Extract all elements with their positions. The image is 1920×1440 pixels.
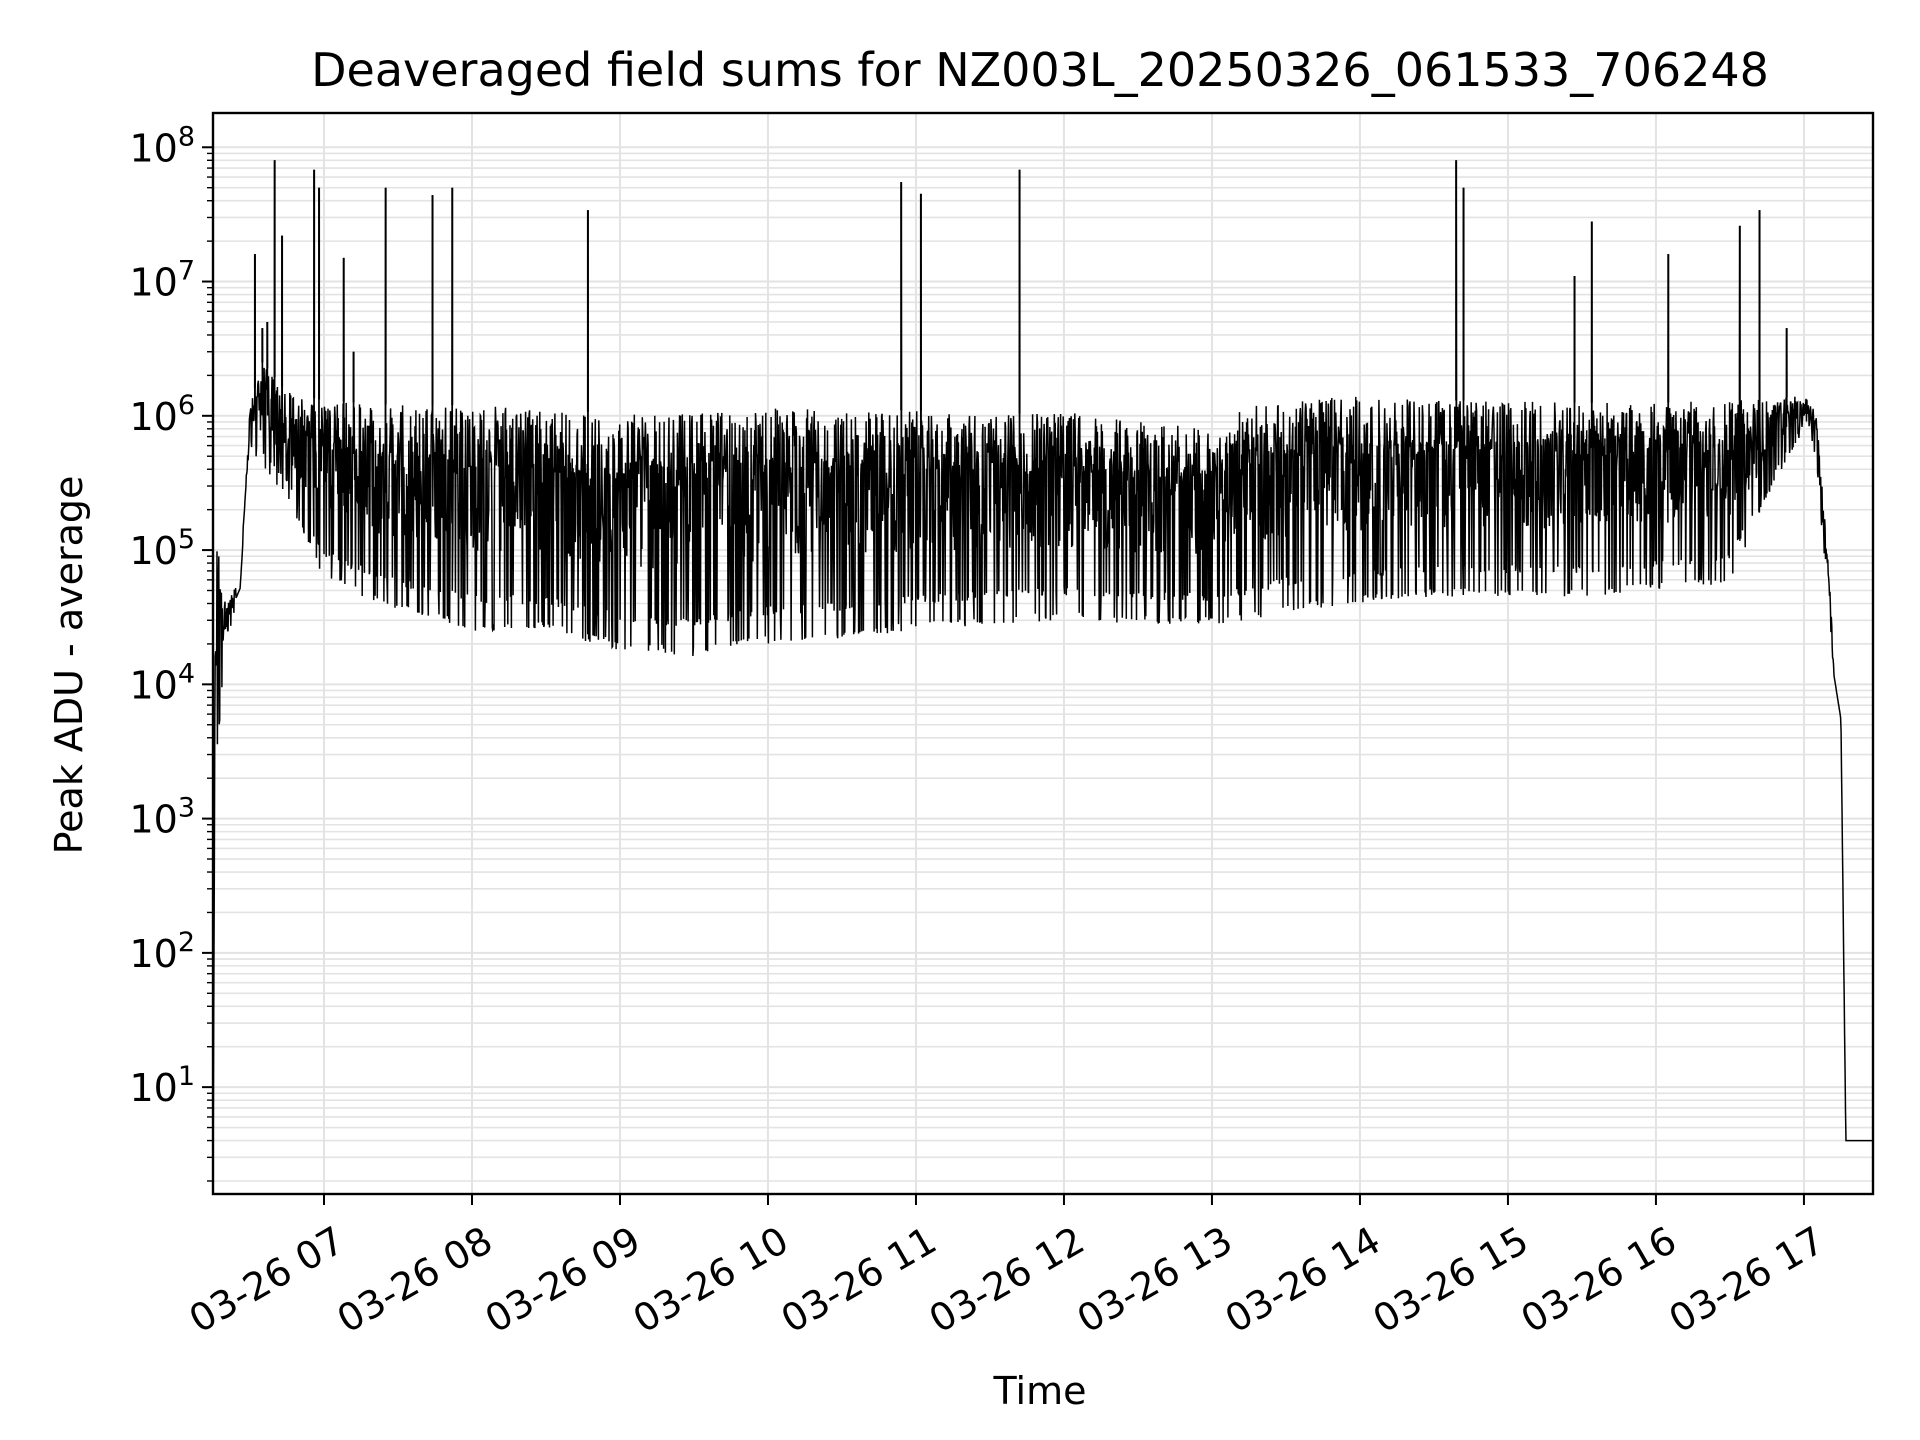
y-tick-exponent: 7	[178, 256, 195, 287]
y-tick-exponent: 2	[178, 927, 195, 958]
grid-lines	[213, 113, 1873, 1194]
y-tick-base: 10	[129, 395, 177, 439]
y-tick-label: 101	[129, 1061, 195, 1110]
y-tick-base: 10	[129, 261, 177, 305]
y-tick-exponent: 4	[178, 658, 195, 689]
chart-title: Deaveraged field sums for NZ003L_2025032…	[311, 43, 1769, 97]
y-tick-label: 102	[129, 927, 195, 976]
data-series	[212, 160, 1873, 1195]
y-tick-label: 105	[129, 524, 195, 573]
y-tick-base: 10	[129, 126, 177, 170]
plot-frame	[211, 111, 1875, 1196]
y-tick-exponent: 3	[178, 793, 195, 824]
y-tick-base: 10	[129, 798, 177, 842]
y-tick-exponent: 1	[178, 1061, 195, 1092]
y-tick-base: 10	[129, 529, 177, 573]
y-tick-base: 10	[129, 932, 177, 976]
y-tick-label: 104	[129, 658, 195, 707]
y-tick-base: 10	[129, 1066, 177, 1110]
y-tick-label: 103	[129, 793, 195, 842]
series-line	[212, 160, 1873, 1195]
y-axis-label: Peak ADU - average	[47, 476, 91, 855]
y-tick-exponent: 8	[178, 121, 195, 152]
y-tick-label: 107	[129, 256, 195, 305]
y-tick-exponent: 5	[178, 524, 195, 555]
y-tick-label: 106	[129, 390, 195, 439]
y-tick-base: 10	[129, 663, 177, 707]
y-tick-exponent: 6	[178, 390, 195, 421]
y-tick-label: 108	[129, 121, 195, 170]
x-axis-label: Time	[993, 1369, 1087, 1413]
